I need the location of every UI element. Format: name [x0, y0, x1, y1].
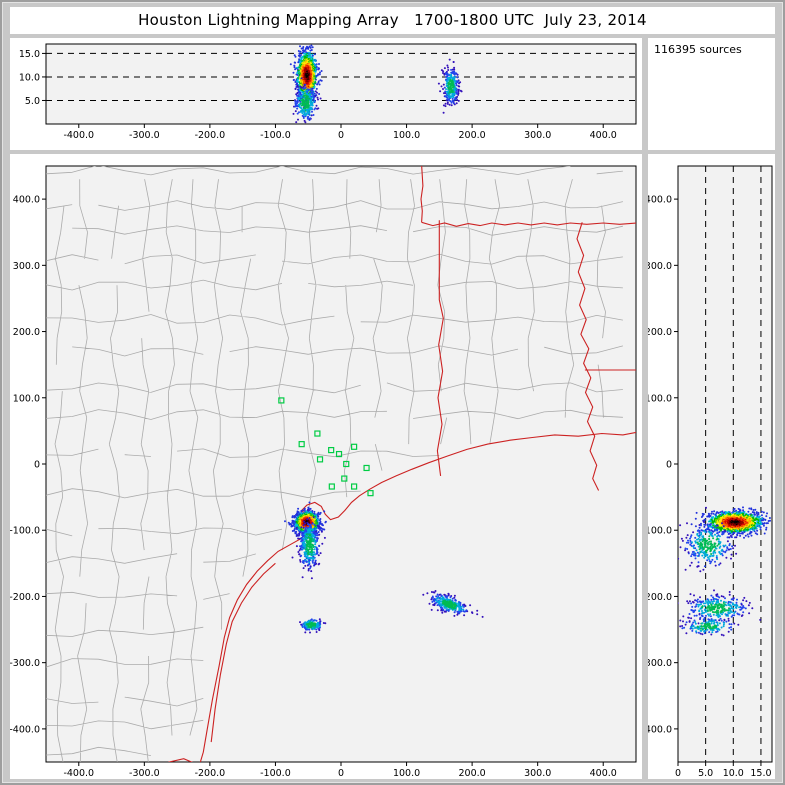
- lma-station-square: [298, 441, 305, 448]
- lma-station-square: [351, 443, 358, 450]
- altitude-vs-east-west-plot: 15.0 10.0 5.0 -400.0 -300.0 -200.0 -100.0 0 100.…: [19, 43, 637, 141]
- lma-station-square: [335, 450, 343, 458]
- lma-station-square: [341, 475, 348, 482]
- lma-station-square: [316, 456, 324, 463]
- svg-text:300.0: 300.0: [524, 768, 551, 779]
- ns-distance-tick-labels: 400.0300.0200.0100.00-100.0-200.0-300.0-…: [648, 195, 678, 735]
- altitude-ew-panel: 15.0 10.0 5.0 -400.0 -300.0 -200.0 -100.0 0 100.…: [10, 38, 642, 150]
- county-boundaries: [46, 166, 624, 762]
- svg-text:0: 0: [338, 130, 344, 141]
- svg-text:15.0: 15.0: [19, 49, 40, 60]
- svg-text:100.0: 100.0: [393, 768, 420, 779]
- lma-station-square: [367, 490, 374, 497]
- lma-station-square: [314, 430, 321, 437]
- altitude-ns-panel: 400.0300.0200.0100.00-100.0-200.0-300.0-…: [648, 154, 775, 779]
- lightning-sources: [678, 506, 771, 637]
- svg-text:5.0: 5.0: [25, 96, 40, 107]
- state-and-coast-boundaries: [168, 166, 636, 762]
- svg-text:-100.0: -100.0: [260, 130, 291, 141]
- map-ns-tick-labels: 400.0 300.0 200.0 100.0 0 -100.0 -200.0 -300.0 -…: [10, 195, 46, 735]
- plan-view-map-panel: 400.0 300.0 200.0 100.0 0 -100.0 -200.0 -300.0-…: [10, 154, 642, 779]
- svg-text:400.0: 400.0: [590, 130, 617, 141]
- lightning-sources: [284, 501, 484, 634]
- plot-area: [677, 165, 773, 763]
- svg-text:-300.0: -300.0: [129, 768, 160, 779]
- svg-text:-200.0: -200.0: [195, 768, 226, 779]
- svg-text:0: 0: [338, 768, 344, 779]
- svg-text:300.0: 300.0: [524, 130, 551, 141]
- svg-text:-200.0: -200.0: [10, 592, 40, 603]
- svg-text:10.0: 10.0: [19, 72, 40, 83]
- source-count-box: 116395 sources: [648, 38, 775, 150]
- source-count-label: 116395 sources: [654, 43, 742, 56]
- map-ew-tick-labels: -400.0 -300.0 -200.0 -100.0 0 100.0 200.0 300.0…: [63, 762, 617, 779]
- svg-text:200.0: 200.0: [459, 130, 486, 141]
- svg-text:-300.0: -300.0: [129, 130, 160, 141]
- lma-station-square: [343, 460, 350, 468]
- svg-text:-400.0: -400.0: [63, 130, 94, 141]
- svg-text:0: 0: [34, 460, 40, 471]
- svg-text:200.0: 200.0: [13, 327, 40, 338]
- svg-text:300.0: 300.0: [13, 261, 40, 272]
- ew-altitude-tick-labels: 15.0 10.0 5.0: [19, 49, 46, 107]
- svg-text:-400.0: -400.0: [10, 724, 40, 735]
- altitude-gridlines: [705, 166, 762, 762]
- lma-station-square: [328, 483, 335, 490]
- svg-text:-100.0: -100.0: [260, 768, 291, 779]
- lma-station-square: [351, 483, 358, 490]
- svg-text:100.0: 100.0: [393, 130, 420, 141]
- svg-text:200.0: 200.0: [459, 768, 486, 779]
- svg-text:-100.0: -100.0: [10, 526, 40, 537]
- lma-station-square: [363, 464, 370, 472]
- north-south-vs-altitude-plot: 400.0300.0200.0100.00-100.0-200.0-300.0-…: [648, 165, 773, 779]
- svg-text:400.0: 400.0: [590, 768, 617, 779]
- plot-area: [45, 43, 637, 125]
- lma-stations: [278, 397, 374, 497]
- ew-distance-tick-labels: -400.0 -300.0 -200.0 -100.0 0 100.0 200.0 300.0…: [63, 124, 617, 141]
- svg-text:100.0: 100.0: [13, 393, 40, 404]
- svg-text:-300.0: -300.0: [10, 658, 40, 669]
- svg-text:-200.0: -200.0: [195, 130, 226, 141]
- plot-area: [45, 165, 637, 763]
- plan-view-map-plot: 400.0300.0200.0100.00-100.0-200.0-300.0-…: [10, 165, 637, 779]
- lma-station-square: [328, 446, 335, 454]
- lightning-sources: [289, 44, 463, 124]
- svg-text:-400.0: -400.0: [63, 768, 94, 779]
- ns-altitude-tick-labels: 0 5.0 10.0 15.0: [675, 762, 772, 779]
- window-title: Houston Lightning Mapping Array 1700-180…: [10, 7, 775, 34]
- svg-text:400.0: 400.0: [13, 195, 40, 206]
- lma-station-square: [278, 397, 285, 404]
